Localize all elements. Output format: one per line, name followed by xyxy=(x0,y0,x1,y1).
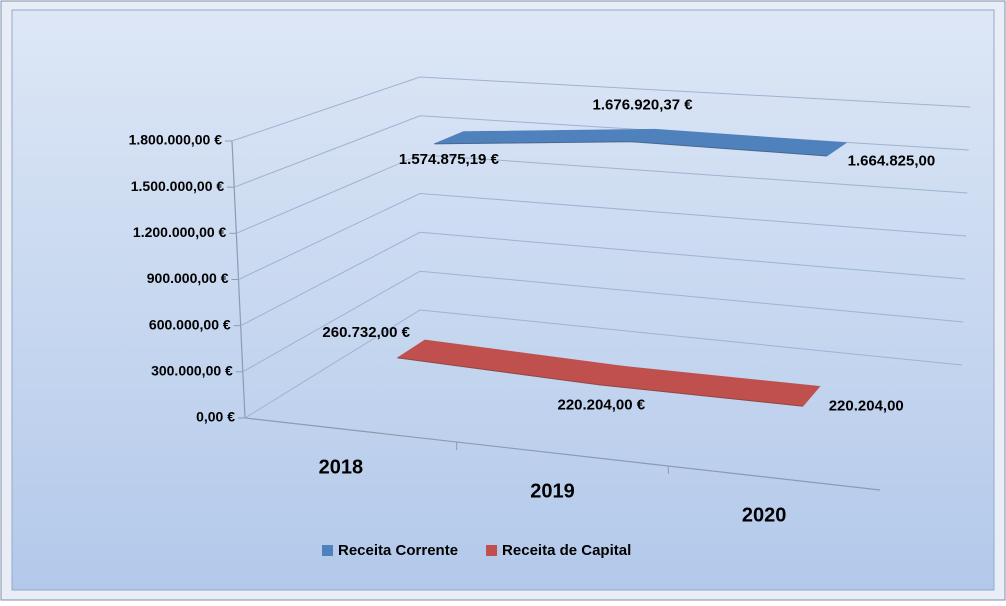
y-tick-label: 1.800.000,00 € xyxy=(129,132,223,148)
series-edge xyxy=(397,357,803,407)
data-label: 1.676.920,37 € xyxy=(593,96,694,113)
grid-line xyxy=(231,76,971,142)
y-tick-label: 900.000,00 € xyxy=(147,270,229,286)
data-label: 220.204,00 xyxy=(829,397,904,414)
y-tick-label: 1.200.000,00 € xyxy=(133,224,227,240)
grid-line xyxy=(240,231,965,327)
legend-label: Receita de Capital xyxy=(502,542,631,559)
y-tick-label: 600.000,00 € xyxy=(149,316,231,332)
legend-label: Receita Corrente xyxy=(338,542,458,559)
x-tick-label: 2018 xyxy=(319,456,364,478)
series-edge xyxy=(434,141,827,157)
x-tick-label: 2019 xyxy=(530,480,575,502)
legend-swatch xyxy=(486,545,498,556)
grid-line xyxy=(238,192,967,280)
x-tick-label: 2020 xyxy=(742,504,787,526)
data-label: 260.732,00 € xyxy=(322,324,410,341)
plot-background xyxy=(11,9,995,591)
series-ribbon xyxy=(599,365,821,407)
y-tick-label: 0,00 € xyxy=(196,409,235,425)
grid-line xyxy=(244,309,963,419)
data-label: 1.664.825,00 xyxy=(848,152,936,169)
data-label: 1.574.875,19 € xyxy=(399,151,500,168)
data-label: 220.204,00 € xyxy=(557,397,645,414)
grid-line xyxy=(236,154,968,234)
series-ribbon xyxy=(628,128,848,157)
y-tick-label: 300.000,00 € xyxy=(151,363,233,379)
legend-swatch xyxy=(322,545,333,556)
grid-line xyxy=(242,270,964,373)
y-tick-label: 1.500.000,00 € xyxy=(131,178,225,194)
